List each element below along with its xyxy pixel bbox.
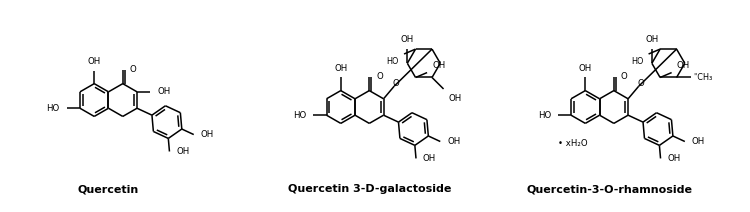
Text: Quercetin: Quercetin xyxy=(78,184,139,194)
Text: Quercetin 3-D-galactoside: Quercetin 3-D-galactoside xyxy=(288,184,452,194)
Text: OH: OH xyxy=(676,61,690,70)
Text: O: O xyxy=(621,72,628,81)
Text: OH: OH xyxy=(447,137,460,146)
Text: OH: OH xyxy=(448,94,462,103)
Text: HO: HO xyxy=(632,57,644,66)
Text: HO: HO xyxy=(538,111,551,120)
Text: OH: OH xyxy=(201,130,214,139)
Text: OH: OH xyxy=(176,147,190,156)
Text: HO: HO xyxy=(46,104,60,113)
Text: Quercetin-3-O-rhamnoside: Quercetin-3-O-rhamnoside xyxy=(526,184,692,194)
Text: OH: OH xyxy=(158,87,170,96)
Text: HO: HO xyxy=(293,111,306,120)
Text: • xH₂O: • xH₂O xyxy=(558,139,587,148)
Text: OH: OH xyxy=(400,35,414,44)
Text: OH: OH xyxy=(645,35,658,44)
Text: OH: OH xyxy=(423,154,436,163)
Text: OH: OH xyxy=(668,154,681,163)
Text: HO: HO xyxy=(387,57,399,66)
Text: O: O xyxy=(130,65,136,74)
Text: OH: OH xyxy=(334,64,347,73)
Text: O: O xyxy=(638,79,644,88)
Text: ''CH₃: ''CH₃ xyxy=(694,73,712,82)
Text: OH: OH xyxy=(579,64,592,73)
Text: O: O xyxy=(393,79,400,88)
Text: OH: OH xyxy=(88,57,100,66)
Text: OH: OH xyxy=(432,61,445,70)
Text: OH: OH xyxy=(692,137,705,146)
Text: O: O xyxy=(376,72,383,81)
